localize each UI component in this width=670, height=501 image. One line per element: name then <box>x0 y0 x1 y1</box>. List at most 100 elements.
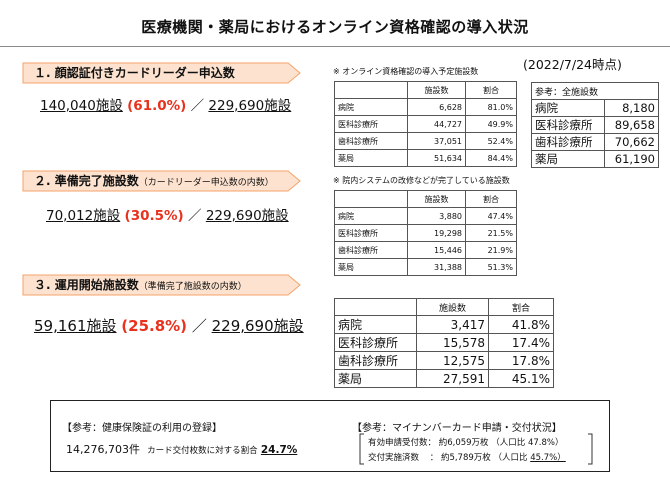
section-3-percent: (25.8%) <box>121 317 188 335</box>
table-row: 歯科診療所 15,446 21.9% <box>334 241 517 259</box>
table-row: 病院 3,880 47.4% <box>334 207 517 225</box>
insurance-ratio: 24.7% <box>260 444 298 456</box>
table-header-cell: 割合 <box>488 298 554 316</box>
table-row: 病院 3,417 41.8% <box>334 315 554 334</box>
ratio-cell: 81.0% <box>465 98 517 116</box>
table-row: 医科診療所 44,727 49.9% <box>334 115 517 133</box>
issued-colon: ： <box>429 453 439 463</box>
table-header-row: 施設数 割合 <box>334 81 517 99</box>
section-1-percent: (61.0%) <box>127 98 187 114</box>
table-header-cell <box>334 81 408 99</box>
ratio-cell: 17.8% <box>488 351 554 370</box>
applications-ratio: 47.8%） <box>527 438 564 448</box>
count-cell: 70,662 <box>604 133 659 151</box>
section-1-count: 140,040施設 <box>40 98 123 114</box>
count-cell: 3,417 <box>416 315 489 334</box>
section-2-count: 70,012施設 <box>46 208 121 224</box>
table-3: 施設数 割合 病院 3,417 41.8% 医科診療所 15,578 17.4%… <box>334 298 554 388</box>
facility-type-cell: 病院 <box>334 98 408 116</box>
mynumber-line-1: 有効申請受付数： 約6,059万枚 （人口比 47.8%） <box>368 436 564 448</box>
issued-value: 約5,789万枚 <box>440 453 491 463</box>
table-header-cell: 割合 <box>465 81 517 99</box>
table-1-note: ※ オンライン資格確認の導入予定施設数 <box>333 67 479 76</box>
section-3-separator: ／ <box>191 317 207 335</box>
facility-type-cell: 歯科診療所 <box>334 351 417 370</box>
issued-ratio-label: （人口比 <box>493 453 528 463</box>
section-arrow-shape <box>22 62 301 84</box>
insurance-ratio-label: カード交付枚数に対する割合 <box>147 446 258 456</box>
ratio-cell: 84.4% <box>465 149 517 167</box>
facility-type-cell: 薬局 <box>334 369 417 388</box>
applications-ratio-label: （人口比 <box>491 438 526 448</box>
table-row: 医科診療所 19,298 21.5% <box>334 224 517 242</box>
facility-type-cell: 病院 <box>334 315 417 334</box>
section-2-separator: ／ <box>188 208 202 224</box>
section-1-total: 229,690施設 <box>208 98 292 114</box>
table-2: 施設数 割合 病院 3,880 47.4% 医科診療所 19,298 21.5%… <box>334 190 517 276</box>
section-2-percent: (30.5%) <box>124 208 184 224</box>
table-row: 医科診療所 15,578 17.4% <box>334 333 554 352</box>
count-cell: 12,575 <box>416 351 489 370</box>
section-3-count: 59,161施設 <box>34 317 117 335</box>
section-1-separator: ／ <box>190 98 205 114</box>
table-header-row: 施設数 割合 <box>334 298 554 316</box>
insurance-count: 14,276,703件 <box>66 443 140 456</box>
count-cell: 8,180 <box>604 99 659 117</box>
ratio-cell: 17.4% <box>488 333 554 352</box>
count-cell: 61,190 <box>604 150 659 168</box>
as-of-date: (2022/7/24時点) <box>523 57 622 72</box>
section-1-banner: １. 顔認証付きカードリーダー申込数 <box>22 62 302 84</box>
reference-header: 参考：全施設数 <box>531 82 659 100</box>
table-header-cell: 施設数 <box>407 81 466 99</box>
facility-type-cell: 病院 <box>530 99 606 117</box>
section-1-stat: 140,040施設 (61.0%) ／ 229,690施設 <box>40 94 291 114</box>
table-row: 薬局 51,634 84.4% <box>334 149 517 167</box>
table-1: 施設数 割合 病院 6,628 81.0% 医科診療所 44,727 49.9%… <box>334 81 517 167</box>
applications-label: 有効申請受付数： <box>368 438 437 448</box>
insurance-stat: 14,276,703件 カード交付枚数に対する割合 24.7% <box>66 441 297 457</box>
count-cell: 51,634 <box>407 149 466 167</box>
issued-label: 交付実施済数 <box>368 453 420 463</box>
ratio-cell: 21.9% <box>465 241 517 259</box>
issued-ratio: 45.7%） <box>530 453 566 463</box>
table-2-note: ※ 院内システムの改修などが完了している施設数 <box>333 176 510 185</box>
ratio-cell: 41.8% <box>488 315 554 334</box>
table-row: 歯科診療所 70,662 <box>530 133 659 151</box>
section-arrow-shape <box>22 274 301 296</box>
table-header-cell <box>334 190 408 208</box>
mynumber-line-2: 交付実施済数 ： 約5,789万枚 （人口比 45.7%） <box>368 451 566 463</box>
count-cell: 6,628 <box>407 98 466 116</box>
table-header-cell: 施設数 <box>407 190 466 208</box>
ratio-cell: 52.4% <box>465 132 517 150</box>
count-cell: 27,591 <box>416 369 489 388</box>
table-header-row: 参考：全施設数 <box>531 82 659 100</box>
count-cell: 3,880 <box>407 207 466 225</box>
table-header-cell <box>334 298 417 316</box>
section-2-total: 229,690施設 <box>205 208 289 224</box>
facility-type-cell: 歯科診療所 <box>530 133 606 151</box>
ratio-cell: 51.3% <box>465 258 517 276</box>
count-cell: 89,658 <box>604 116 659 134</box>
table-row: 歯科診療所 12,575 17.8% <box>334 351 554 370</box>
mynumber-bracket <box>359 433 593 465</box>
applications-value: 約6,059万枚 <box>438 438 489 448</box>
table-header-cell: 割合 <box>465 190 517 208</box>
facility-type-cell: 薬局 <box>334 258 408 276</box>
section-3-total: 229,690施設 <box>211 317 304 335</box>
facility-type-cell: 医科診療所 <box>334 115 408 133</box>
mynumber-heading: 【参考：マイナンバーカード申請・交付状況】 <box>352 423 562 434</box>
title-divider <box>0 46 670 47</box>
section-3-banner: ３. 運用開始施設数（準備完了施設数の内数） <box>22 274 302 296</box>
count-cell: 44,727 <box>407 115 466 133</box>
facility-type-cell: 医科診療所 <box>334 333 417 352</box>
count-cell: 15,446 <box>407 241 466 259</box>
facility-type-cell: 薬局 <box>334 149 408 167</box>
section-3-label: ３. 運用開始施設数（準備完了施設数の内数） <box>34 278 247 292</box>
section-2-label: ２. 準備完了施設数（カードリーダー申込数の内数） <box>34 174 274 188</box>
section-2-stat: 70,012施設 (30.5%) ／ 229,690施設 <box>46 204 289 224</box>
table-row: 薬局 27,591 45.1% <box>334 369 554 388</box>
section-1-label: １. 顔認証付きカードリーダー申込数 <box>34 66 235 80</box>
page-title: 医療機関・薬局におけるオンライン資格確認の導入状況 <box>141 18 529 36</box>
table-row: 医科診療所 89,658 <box>530 116 659 134</box>
facility-type-cell: 医科診療所 <box>530 116 606 134</box>
